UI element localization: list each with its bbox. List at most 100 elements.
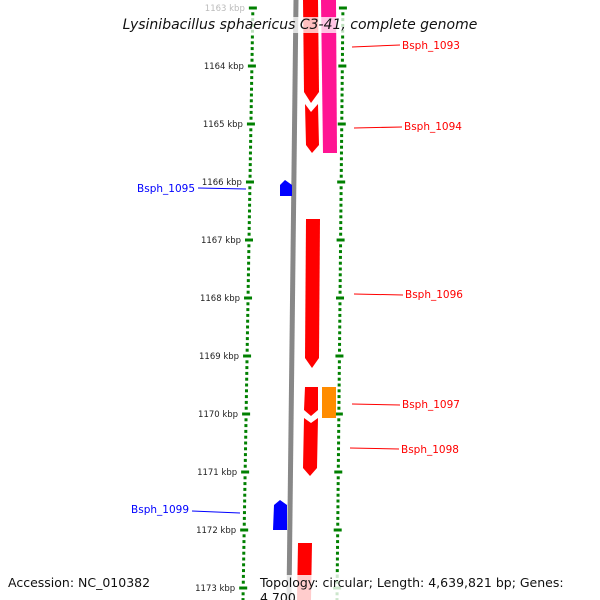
gene-label-1095[interactable]: Bsph_1095	[137, 183, 195, 195]
major-tick	[246, 122, 255, 126]
tick-label: 1171 kbp	[197, 468, 237, 478]
minor-tick	[340, 70, 344, 74]
minor-tick	[336, 516, 340, 520]
minor-tick	[245, 348, 249, 352]
minor-tick	[242, 522, 246, 526]
minor-tick	[243, 476, 247, 480]
minor-tick	[339, 174, 343, 178]
leader-line-1099	[191, 510, 241, 514]
gene-label-1097[interactable]: Bsph_1097	[402, 399, 460, 411]
minor-tick	[335, 557, 339, 561]
minor-tick	[336, 464, 340, 468]
major-tick	[239, 586, 248, 590]
tick-labels: 1163 kbp 1164 kbp 1165 kbp 1166 kbp 1167 kbp…	[195, 4, 245, 594]
minor-tick	[339, 163, 343, 167]
minor-tick	[248, 186, 252, 190]
tick-label: 1172 kbp	[196, 526, 236, 536]
minor-tick	[335, 569, 339, 573]
minor-tick	[336, 499, 340, 503]
tick-label: 1163 kbp	[205, 4, 245, 14]
minor-tick	[337, 435, 341, 439]
minor-tick	[336, 476, 340, 480]
minor-tick	[250, 81, 254, 85]
leader-line-1094	[353, 126, 403, 129]
minor-tick	[246, 302, 250, 306]
minor-tick	[244, 429, 248, 433]
minor-tick	[243, 487, 247, 491]
gene-bsph-1095[interactable]	[280, 180, 292, 196]
minor-tick	[336, 545, 340, 549]
minor-tick	[243, 499, 247, 503]
minor-tick	[337, 348, 341, 352]
minor-tick	[341, 18, 345, 22]
minor-tick	[338, 261, 342, 265]
minor-tick	[243, 458, 247, 462]
gene-label-1093[interactable]: Bsph_1093	[402, 40, 460, 52]
minor-tick	[250, 76, 254, 80]
gene-bsph-1098[interactable]	[303, 418, 318, 476]
leader-line-1097	[351, 403, 401, 406]
minor-tick	[337, 429, 341, 433]
gene-label-1098[interactable]: Bsph_1098	[401, 444, 459, 456]
minor-tick	[336, 511, 340, 515]
minor-tick	[241, 574, 245, 578]
tick-label: 1166 kbp	[202, 178, 242, 188]
major-tick	[334, 412, 343, 416]
minor-tick	[246, 325, 250, 329]
leader-line-1098	[349, 447, 400, 450]
minor-tick	[247, 209, 251, 213]
minor-tick	[251, 23, 255, 27]
gene-bsph-1094[interactable]	[305, 104, 319, 153]
minor-tick	[341, 35, 345, 39]
major-tick	[244, 296, 253, 300]
minor-tick	[242, 545, 246, 549]
tick-marks	[239, 6, 347, 600]
gene-bsph-1099[interactable]	[273, 500, 287, 530]
minor-tick	[246, 308, 250, 312]
gene-label-1096[interactable]: Bsph_1096	[405, 289, 463, 301]
minor-tick	[340, 139, 344, 143]
minor-tick	[248, 151, 252, 155]
minor-tick	[340, 76, 344, 80]
minor-tick	[244, 406, 248, 410]
minor-tick	[341, 29, 345, 33]
gene-label-1094[interactable]: Bsph_1094	[404, 121, 462, 133]
minor-tick	[247, 221, 251, 225]
minor-tick	[337, 424, 341, 428]
gene-bsph-1097[interactable]	[304, 387, 318, 416]
minor-tick	[339, 221, 343, 225]
minor-tick	[249, 134, 253, 138]
major-tick	[338, 64, 347, 68]
minor-tick	[249, 139, 253, 143]
minor-tick	[339, 186, 343, 190]
minor-tick	[339, 226, 343, 230]
gene-bsph-1093[interactable]	[303, 0, 319, 103]
minor-tick	[250, 52, 254, 56]
gene-bsph-1096[interactable]	[305, 219, 320, 368]
minor-tick	[336, 487, 340, 491]
minor-tick	[250, 41, 254, 45]
major-tick	[333, 528, 342, 532]
major-tick	[334, 470, 343, 474]
gene-bsph-1097-orange[interactable]	[322, 387, 336, 418]
topology-text: Topology: circular; Length: 4,639,821 bp…	[260, 575, 600, 600]
leader-line-1096	[353, 293, 404, 296]
gene-label-1099[interactable]: Bsph_1099	[131, 504, 189, 516]
minor-tick	[338, 337, 342, 341]
minor-tick	[249, 128, 253, 132]
minor-tick	[250, 35, 254, 39]
minor-tick	[247, 267, 251, 271]
minor-tick	[339, 157, 343, 161]
tick-label: 1168 kbp	[200, 294, 240, 304]
minor-tick	[242, 563, 246, 567]
minor-tick	[340, 58, 344, 62]
minor-tick	[337, 360, 341, 364]
minor-tick	[250, 58, 254, 62]
minor-tick	[336, 482, 340, 486]
minor-tick	[338, 279, 342, 283]
gene-bsph-1093-magenta[interactable]	[321, 0, 337, 153]
minor-tick	[338, 250, 342, 254]
minor-tick	[249, 99, 253, 103]
